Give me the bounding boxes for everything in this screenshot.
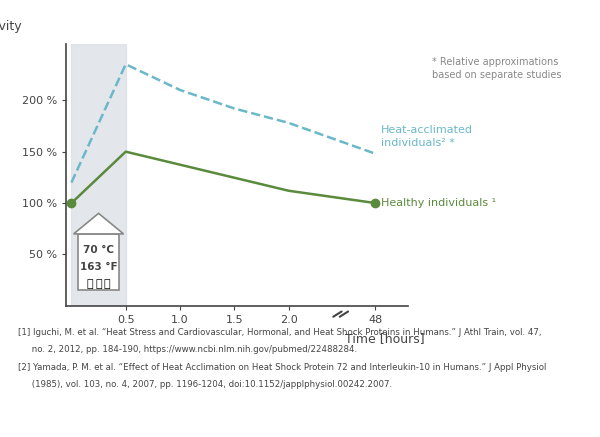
Text: HSP Activity: HSP Activity bbox=[0, 20, 22, 33]
Text: Time [hours]: Time [hours] bbox=[346, 332, 425, 345]
Bar bbox=[71, 44, 126, 306]
Text: (1985), vol. 103, no. 4, 2007, pp. 1196-1204, doi:10.1152/japplphysiol.00242.200: (1985), vol. 103, no. 4, 2007, pp. 1196-… bbox=[18, 380, 392, 389]
Text: [2] Yamada, P. M. et al. “Effect of Heat Acclimation on Heat Shock Protein 72 an: [2] Yamada, P. M. et al. “Effect of Heat… bbox=[18, 363, 547, 372]
Text: 🔥: 🔥 bbox=[95, 279, 102, 289]
Text: Healthy individuals ¹: Healthy individuals ¹ bbox=[381, 198, 496, 208]
Text: 🔥: 🔥 bbox=[86, 279, 93, 289]
Text: [1] Iguchi, M. et al. “Heat Stress and Cardiovascular, Hormonal, and Heat Shock : [1] Iguchi, M. et al. “Heat Stress and C… bbox=[18, 328, 542, 337]
Text: 🔥: 🔥 bbox=[104, 279, 110, 289]
FancyBboxPatch shape bbox=[78, 234, 119, 291]
Text: Heat-acclimated
individuals² *: Heat-acclimated individuals² * bbox=[381, 125, 473, 148]
Text: no. 2, 2012, pp. 184-190, https://www.ncbi.nlm.nih.gov/pubmed/22488284.: no. 2, 2012, pp. 184-190, https://www.nc… bbox=[18, 345, 357, 354]
Polygon shape bbox=[74, 213, 124, 234]
Text: * Relative approximations
based on separate studies: * Relative approximations based on separ… bbox=[432, 57, 562, 80]
Text: 70 °C: 70 °C bbox=[83, 245, 114, 255]
Text: 163 °F: 163 °F bbox=[80, 262, 118, 272]
